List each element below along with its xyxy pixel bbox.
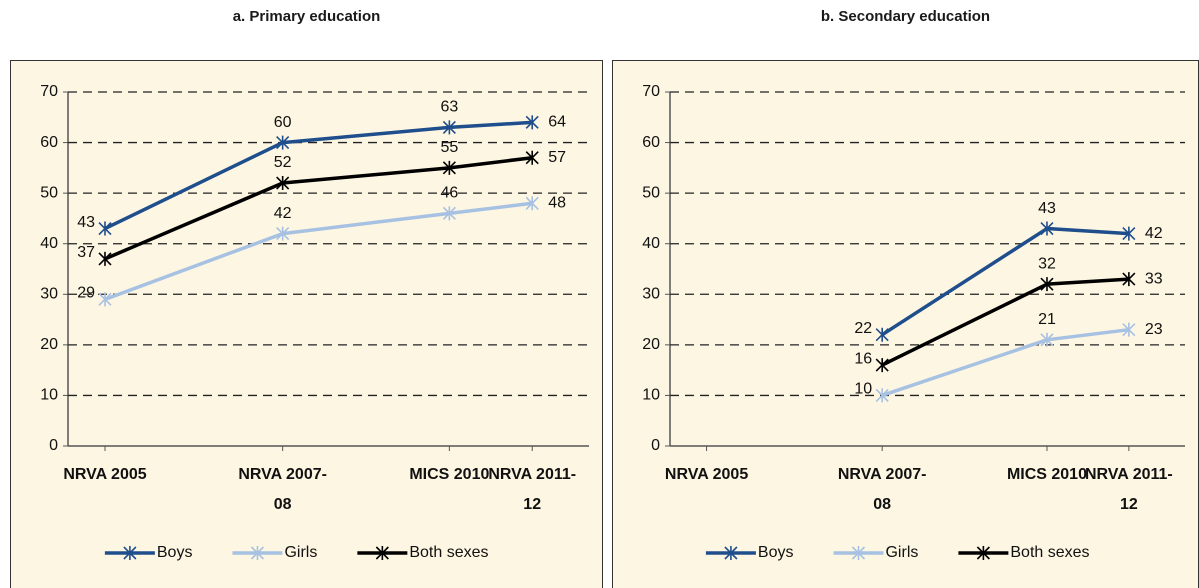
- y-tick-label: 40: [40, 235, 58, 252]
- point-marker: [98, 251, 112, 266]
- x-tick-label: MICS 2010: [1006, 466, 1087, 483]
- point-marker: [1040, 277, 1054, 292]
- data-label: 55: [440, 139, 458, 156]
- x-tick-label: NRVA 2005: [63, 466, 147, 483]
- y-tick-label: 0: [49, 437, 58, 454]
- series-line: [881, 327, 1130, 398]
- plot-frame: [10, 60, 603, 588]
- point-marker: [442, 120, 456, 135]
- point-marker: [1040, 221, 1054, 236]
- y-tick-label: 10: [40, 387, 58, 404]
- y-tick-label: 10: [642, 387, 660, 404]
- data-label: 57: [548, 149, 566, 166]
- point-marker: [1040, 332, 1054, 347]
- x-tick-label: NRVA 2005: [664, 466, 749, 483]
- point-marker: [1122, 226, 1136, 241]
- data-label: 32: [1038, 255, 1056, 272]
- legend-marker: [851, 546, 866, 560]
- point-marker: [525, 115, 539, 130]
- point-marker: [98, 292, 112, 307]
- panel: b. Secondary education 0 10 20 30 40 50 60 70 22 4…: [612, 0, 1199, 588]
- x-tick-label: NRVA 2007-08: [837, 466, 927, 513]
- point-marker: [525, 150, 539, 165]
- y-tick-label: 40: [642, 235, 660, 252]
- data-label: 16: [854, 350, 872, 367]
- legend-label: Both sexes: [409, 544, 488, 561]
- point-marker: [98, 221, 112, 236]
- legend-label: Boys: [758, 544, 794, 561]
- data-label: 64: [548, 114, 566, 131]
- data-label: 63: [440, 99, 458, 116]
- point-marker: [442, 206, 456, 221]
- series-line: [104, 120, 533, 231]
- chart: 0 10 20 30 40 50 60 70 22 43 42 10 21 23 16 32 33 Boys Gir…: [642, 83, 1185, 561]
- x-tick-label: NRVA 2007-08: [238, 466, 327, 513]
- data-label: 23: [1145, 321, 1163, 338]
- x-tick-label: MICS 2010: [409, 466, 490, 483]
- legend-label: Girls: [885, 544, 918, 561]
- legend-label: Girls: [284, 544, 317, 561]
- point-marker: [1122, 322, 1136, 337]
- y-tick-label: 0: [651, 437, 660, 454]
- data-label: 21: [1038, 311, 1056, 328]
- y-tick-label: 30: [40, 286, 58, 303]
- series-line: [104, 201, 533, 301]
- y-tick-label: 20: [642, 336, 660, 353]
- legend-marker: [375, 546, 389, 560]
- legend-label: Both sexes: [1010, 544, 1089, 561]
- point-marker: [276, 135, 290, 150]
- data-label: 33: [1145, 270, 1163, 287]
- legend-marker: [724, 546, 738, 560]
- y-tick-label: 60: [642, 134, 660, 151]
- data-label: 60: [274, 114, 292, 131]
- y-tick-label: 60: [40, 134, 58, 151]
- series-line: [104, 156, 533, 261]
- data-label: 48: [548, 194, 566, 211]
- point-marker: [875, 327, 889, 342]
- legend-label: Boys: [157, 544, 193, 561]
- data-label: 29: [77, 285, 95, 302]
- point-marker: [1122, 272, 1136, 287]
- y-tick-label: 50: [40, 184, 58, 201]
- legend-marker: [976, 546, 990, 560]
- data-label: 10: [854, 381, 872, 398]
- data-label: 46: [440, 185, 458, 202]
- chart: 0 10 20 30 40 50 60 70 43 60 63 64 29 42 46 48 37 52 55 57 B…: [40, 83, 589, 561]
- y-tick-label: 50: [642, 184, 660, 201]
- data-label: 42: [1145, 225, 1163, 242]
- chart-title: a. Primary education: [232, 8, 381, 25]
- point-marker: [875, 388, 889, 403]
- point-marker: [276, 226, 290, 241]
- point-marker: [525, 196, 539, 211]
- plot-frame: [612, 60, 1199, 588]
- panel: a. Primary education 0 10 20 30 40 50 60 70 43 60 6…: [10, 0, 603, 588]
- point-marker: [276, 176, 290, 191]
- chart-title: b. Secondary education: [820, 8, 991, 25]
- data-label: 37: [77, 244, 95, 261]
- x-tick-label: NRVA 2011-12: [1084, 466, 1173, 513]
- point-marker: [875, 358, 889, 373]
- y-tick-label: 70: [642, 83, 660, 100]
- y-tick-label: 30: [642, 286, 660, 303]
- y-tick-label: 70: [40, 83, 58, 100]
- data-label: 22: [854, 320, 872, 337]
- point-marker: [442, 160, 456, 175]
- x-tick-label: NRVA 2011-12: [488, 466, 577, 513]
- data-label: 42: [274, 205, 292, 222]
- data-label: 43: [77, 214, 95, 231]
- data-label: 43: [1038, 200, 1056, 217]
- data-label: 52: [274, 154, 292, 171]
- y-tick-label: 20: [40, 336, 58, 353]
- legend-marker: [123, 546, 137, 560]
- legend-marker: [250, 546, 265, 560]
